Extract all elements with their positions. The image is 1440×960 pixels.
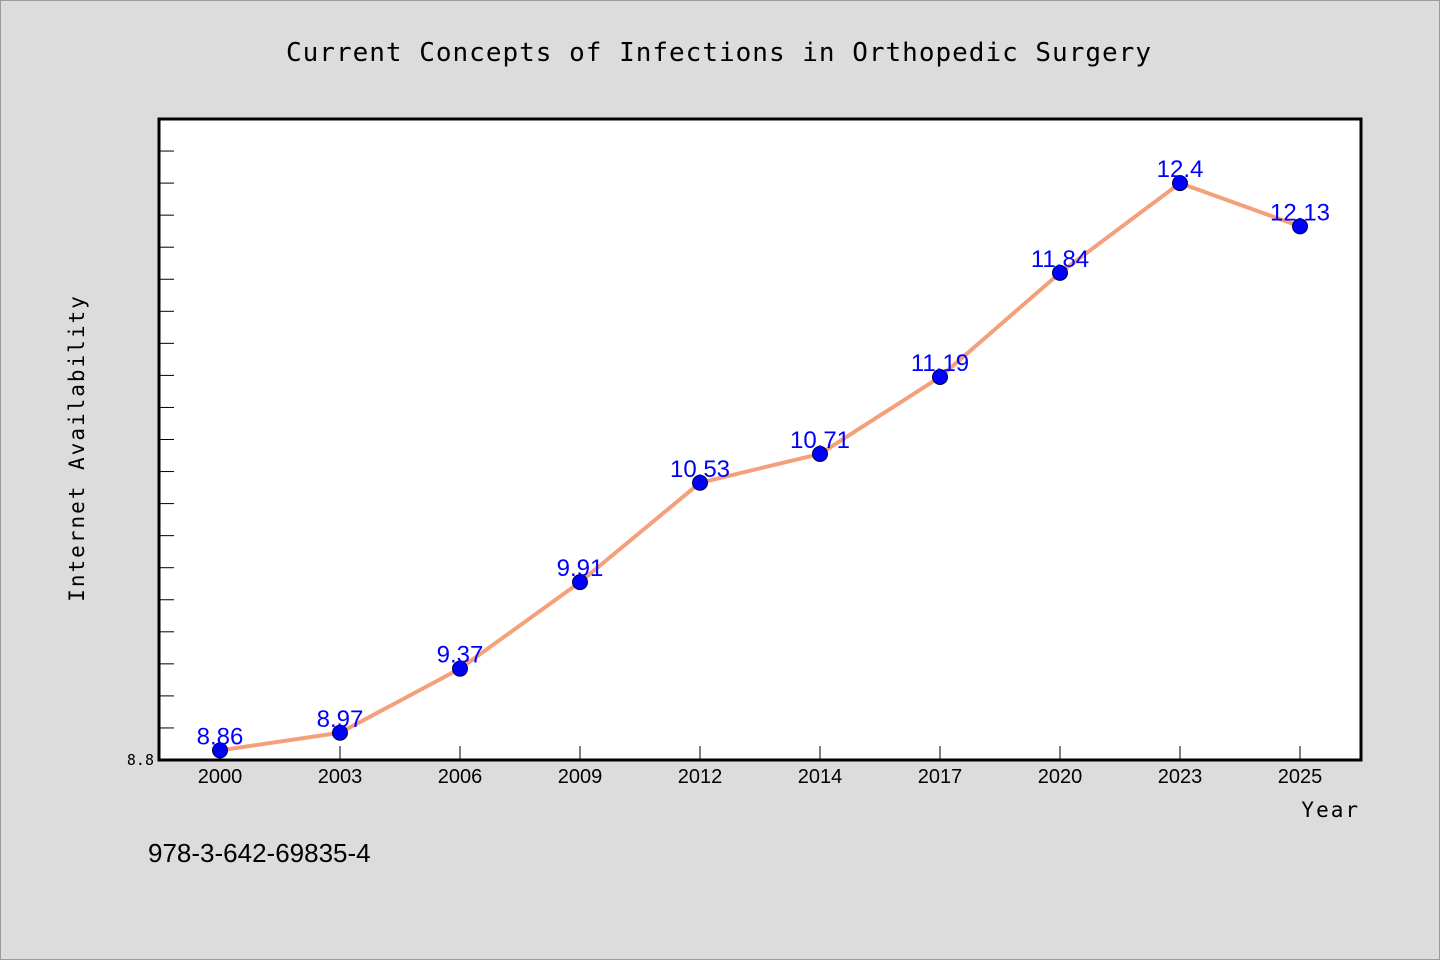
- data-point: [812, 445, 828, 462]
- data-label: 9.37: [437, 642, 484, 669]
- data-label: 8.97: [317, 706, 364, 733]
- data-point: [1172, 175, 1188, 192]
- y-axis-ticks: [159, 118, 174, 761]
- x-tick-label: 2017: [918, 766, 963, 788]
- x-axis-tick-labels: 2000 2003 2006 2009 2012 2014 2017 2020 2023 2025: [198, 766, 1323, 788]
- data-point: [212, 742, 228, 759]
- data-label: 10.53: [670, 456, 730, 483]
- data-label: 10.71: [790, 427, 850, 454]
- data-label: 11.84: [1031, 246, 1089, 273]
- x-tick-label: 2020: [1038, 766, 1083, 788]
- x-tick-label: 2025: [1278, 766, 1323, 788]
- data-point: [1052, 264, 1068, 281]
- x-tick-label: 2000: [198, 766, 243, 788]
- isbn-footer: 978-3-642-69835-4: [148, 838, 371, 868]
- data-labels: 8.86 8.97 9.37 9.91 10.53 10.71 11.19 11.84 12.4…: [197, 156, 1330, 750]
- series-markers: [212, 175, 1308, 759]
- data-label: 9.91: [557, 555, 604, 582]
- x-tick-label: 2012: [678, 766, 723, 788]
- data-label: 12.13: [1270, 199, 1330, 226]
- x-tick-label: 2014: [798, 766, 843, 788]
- plot-area: [157, 117, 1363, 762]
- data-point: [932, 369, 948, 386]
- y-axis-label: Internet Availability: [65, 294, 89, 602]
- data-point: [452, 660, 468, 677]
- data-point: [1292, 218, 1308, 235]
- data-label: 11.19: [911, 350, 969, 377]
- x-tick-label: 2006: [438, 766, 483, 788]
- x-tick-label: 2009: [558, 766, 603, 788]
- x-tick-label: 2023: [1158, 766, 1203, 788]
- data-point: [572, 574, 588, 591]
- x-axis-label: Year: [1301, 798, 1360, 822]
- data-label: 12.4: [1157, 156, 1204, 183]
- x-tick-label: 2003: [318, 766, 363, 788]
- y-axis-tick-labels: 8.8: [127, 751, 154, 769]
- y-tick-label: 8.8: [127, 751, 154, 769]
- data-point: [692, 474, 708, 491]
- chart-title: Current Concepts of Infections in Orthop…: [286, 38, 1152, 68]
- data-point: [332, 724, 348, 741]
- series-line: [219, 181, 1301, 753]
- data-label: 8.86: [197, 723, 244, 750]
